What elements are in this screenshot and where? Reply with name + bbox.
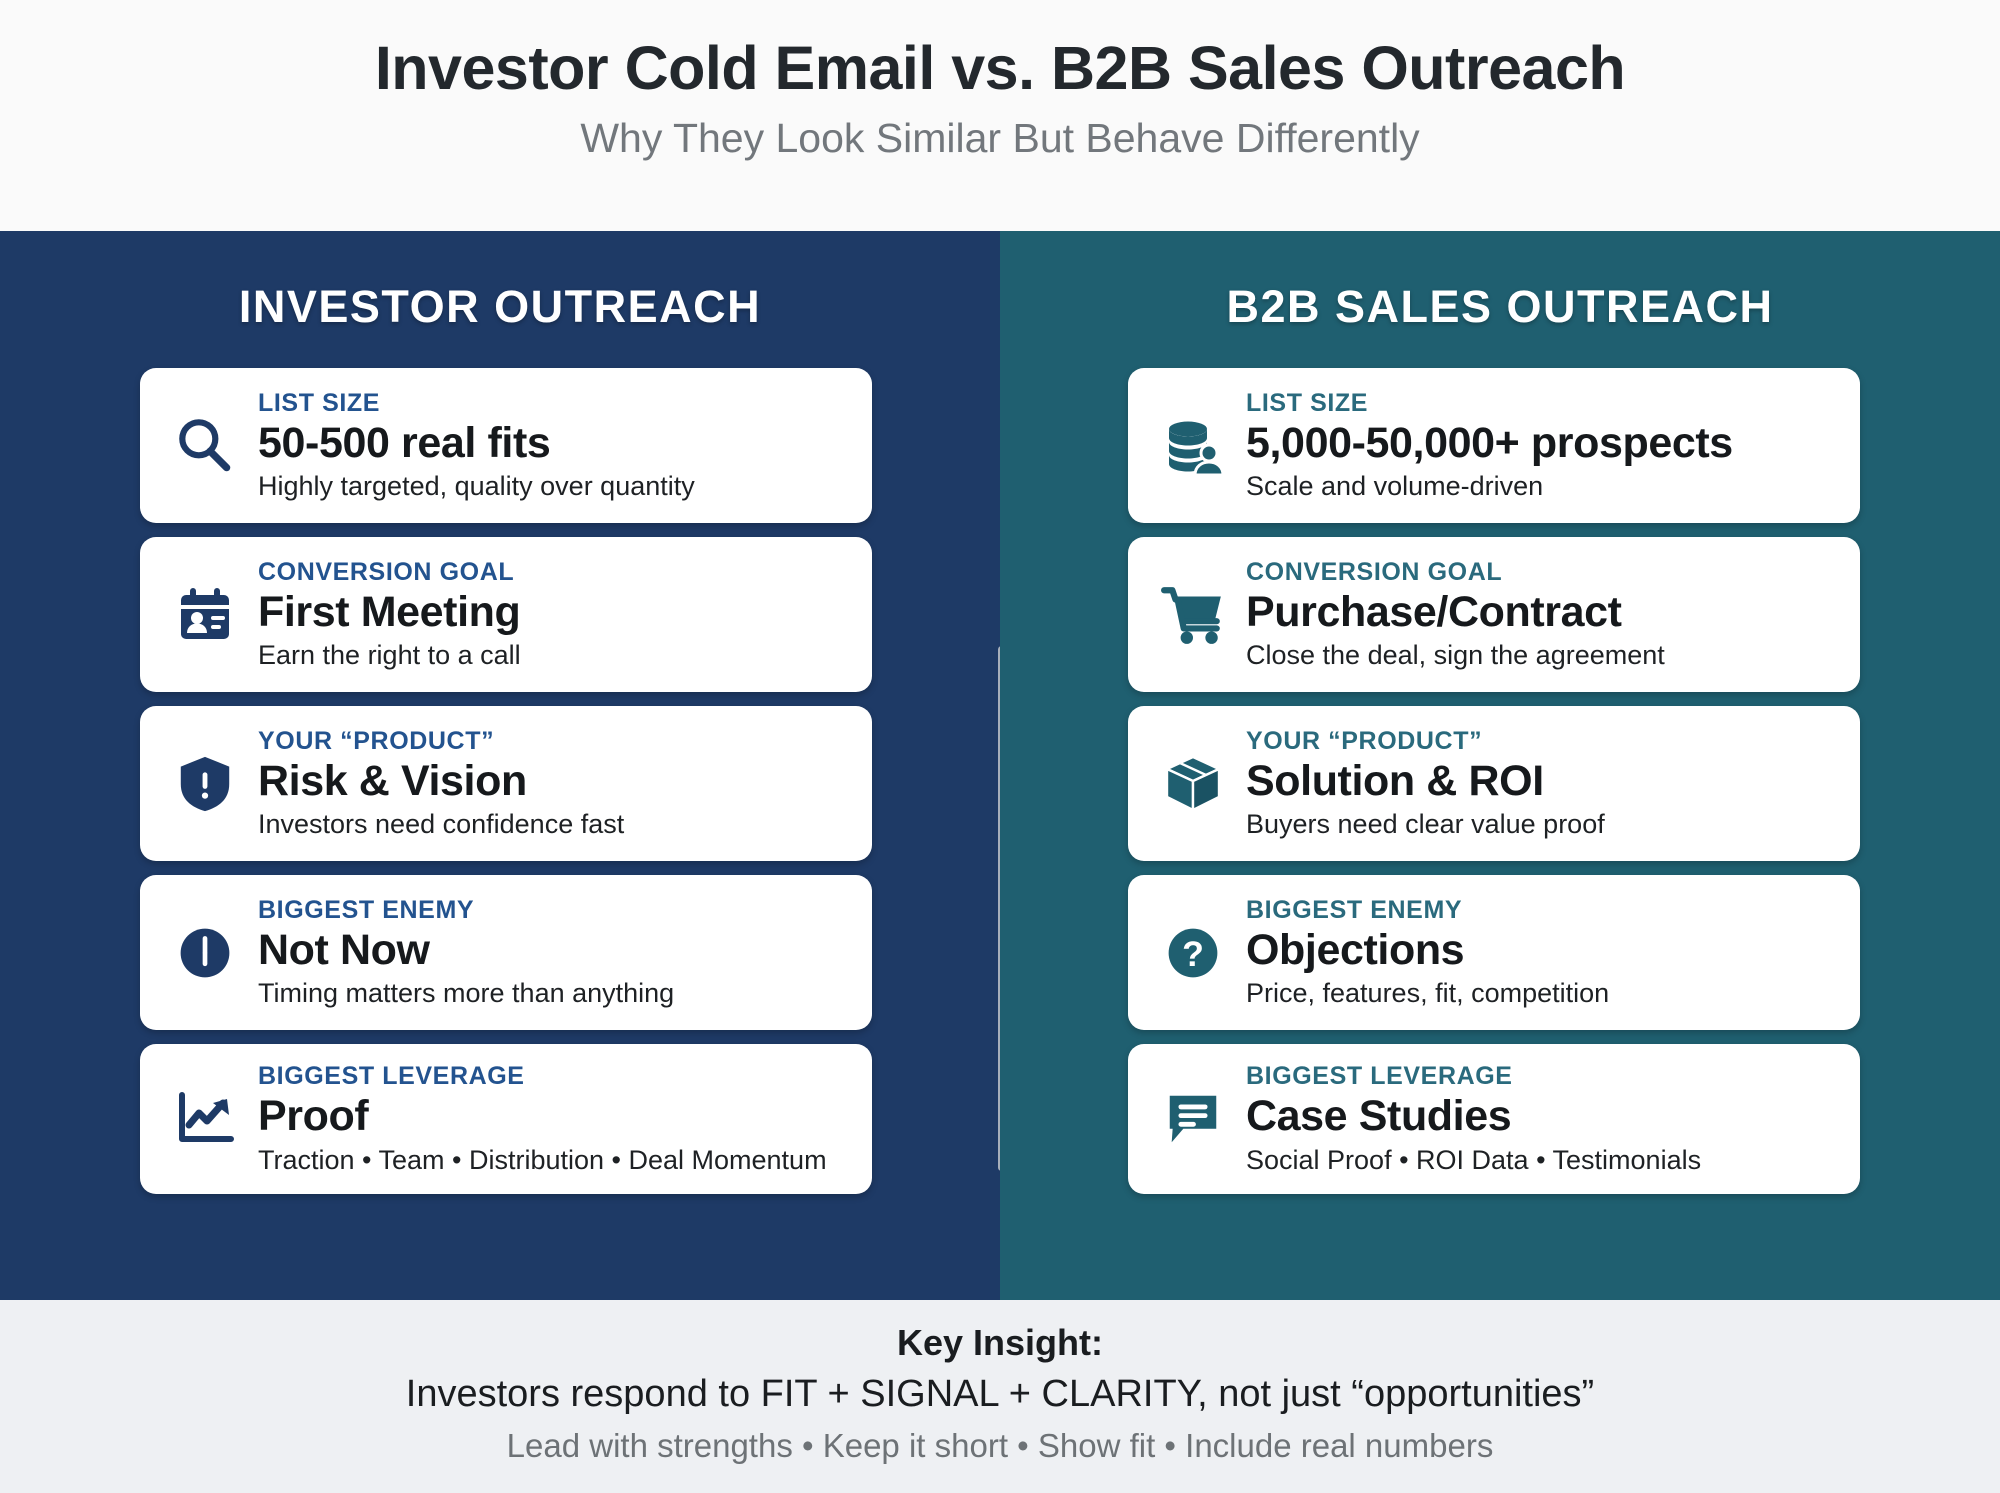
card-value: 50-500 real fits xyxy=(258,418,551,467)
card-value: Case Studies xyxy=(1246,1092,1512,1141)
card-label: LIST SIZE xyxy=(1246,388,1369,417)
page-subtitle: Why They Look Similar But Behave Differe… xyxy=(580,114,1420,161)
card-value: Objections xyxy=(1246,925,1465,974)
card-description: Investors need confidence fast xyxy=(258,809,625,840)
card-text: BIGGEST LEVERAGE Case Studies Social Pro… xyxy=(1246,1062,1701,1175)
card-text: CONVERSION GOAL Purchase/Contract Close … xyxy=(1246,558,1665,671)
card-your-product-investor[interactable]: YOUR “PRODUCT” Risk & Vision Investors n… xyxy=(140,706,872,861)
card-text: CONVERSION GOAL First Meeting Earn the r… xyxy=(258,558,521,671)
card-text: BIGGEST ENEMY Objections Price, features… xyxy=(1246,896,1609,1009)
card-description: Earn the right to a call xyxy=(258,640,521,671)
card-label: YOUR “PRODUCT” xyxy=(258,726,495,755)
card-value: First Meeting xyxy=(258,587,521,636)
b2b-card-list: LIST SIZE 5,000-50,000+ prospects Scale … xyxy=(1000,368,2000,1194)
header: Investor Cold Email vs. B2B Sales Outrea… xyxy=(0,0,2000,231)
panel-investor-outreach: INVESTOR OUTREACH LIST SIZE 50-500 real … xyxy=(0,231,1005,1300)
card-biggest-leverage-b2b[interactable]: BIGGEST LEVERAGE Case Studies Social Pro… xyxy=(1128,1044,1860,1194)
card-biggest-enemy-b2b[interactable]: ? BIGGEST ENEMY Objections Price, featur… xyxy=(1128,875,1860,1030)
card-description: Scale and volume-driven xyxy=(1246,471,1544,502)
panel-heading-b2b: B2B SALES OUTREACH xyxy=(1226,281,1774,332)
database-users-icon xyxy=(1154,407,1232,485)
card-list-size-b2b[interactable]: LIST SIZE 5,000-50,000+ prospects Scale … xyxy=(1128,368,1860,523)
shield-alert-icon xyxy=(166,745,244,823)
card-conversion-goal-b2b[interactable]: CONVERSION GOAL Purchase/Contract Close … xyxy=(1128,537,1860,692)
card-list-size-investor[interactable]: LIST SIZE 50-500 real fits Highly target… xyxy=(140,368,872,523)
card-label: BIGGEST ENEMY xyxy=(1246,895,1463,924)
card-biggest-enemy-investor[interactable]: BIGGEST ENEMY Not Now Timing matters mor… xyxy=(140,875,872,1030)
card-your-product-b2b[interactable]: YOUR “PRODUCT” Solution & ROI Buyers nee… xyxy=(1128,706,1860,861)
card-conversion-goal-investor[interactable]: CONVERSION GOAL First Meeting Earn the r… xyxy=(140,537,872,692)
card-value: 5,000-50,000+ prospects xyxy=(1246,418,1733,467)
card-label: CONVERSION GOAL xyxy=(258,557,515,586)
speech-bubble-lines-icon xyxy=(1154,1080,1232,1158)
card-label: CONVERSION GOAL xyxy=(1246,557,1503,586)
search-icon xyxy=(166,407,244,485)
key-insight-tips: Lead with strengths • Keep it short • Sh… xyxy=(506,1427,1494,1465)
card-value: Not Now xyxy=(258,925,430,974)
investor-card-list: LIST SIZE 50-500 real fits Highly target… xyxy=(0,368,1000,1194)
card-label: BIGGEST ENEMY xyxy=(258,895,475,924)
comparison-panels: INVESTOR OUTREACH LIST SIZE 50-500 real … xyxy=(0,231,2000,1300)
calendar-contact-icon xyxy=(166,576,244,654)
page-title: Investor Cold Email vs. B2B Sales Outrea… xyxy=(374,34,1626,102)
card-description: Traction • Team • Distribution • Deal Mo… xyxy=(258,1144,827,1175)
card-description: Highly targeted, quality over quantity xyxy=(258,471,695,502)
key-insight-statement: Investors respond to FIT + SIGNAL + CLAR… xyxy=(405,1373,1595,1416)
card-value: Proof xyxy=(258,1092,369,1141)
card-description: Close the deal, sign the agreement xyxy=(1246,640,1665,671)
card-biggest-leverage-investor[interactable]: BIGGEST LEVERAGE Proof Traction • Team •… xyxy=(140,1044,872,1194)
card-label: BIGGEST LEVERAGE xyxy=(1246,1062,1513,1091)
card-value: Purchase/Contract xyxy=(1246,587,1622,636)
card-description: Price, features, fit, competition xyxy=(1246,978,1610,1009)
key-insight-footer: Key Insight: Investors respond to FIT + … xyxy=(0,1300,2000,1493)
card-label: BIGGEST LEVERAGE xyxy=(258,1062,525,1091)
panel-heading-investor: INVESTOR OUTREACH xyxy=(238,281,762,332)
card-value: Risk & Vision xyxy=(258,756,527,805)
card-label: LIST SIZE xyxy=(258,388,381,417)
card-text: LIST SIZE 5,000-50,000+ prospects Scale … xyxy=(1246,389,1733,502)
card-label: YOUR “PRODUCT” xyxy=(1246,726,1483,755)
key-insight-title: Key Insight: xyxy=(896,1322,1103,1363)
chart-line-up-icon xyxy=(166,1080,244,1158)
card-text: YOUR “PRODUCT” Solution & ROI Buyers nee… xyxy=(1246,727,1605,840)
card-text: LIST SIZE 50-500 real fits Highly target… xyxy=(258,389,695,502)
card-description: Social Proof • ROI Data • Testimonials xyxy=(1246,1144,1702,1175)
question-circle-icon: ? xyxy=(1154,914,1232,992)
svg-text:?: ? xyxy=(1182,934,1204,974)
card-value: Solution & ROI xyxy=(1246,756,1544,805)
card-text: YOUR “PRODUCT” Risk & Vision Investors n… xyxy=(258,727,624,840)
card-description: Buyers need clear value proof xyxy=(1246,809,1605,840)
package-box-icon xyxy=(1154,745,1232,823)
card-description: Timing matters more than anything xyxy=(258,978,675,1009)
panel-b2b-sales-outreach: B2B SALES OUTREACH LIS xyxy=(1000,231,2000,1300)
card-text: BIGGEST ENEMY Not Now Timing matters mor… xyxy=(258,896,674,1009)
shopping-cart-icon xyxy=(1154,576,1232,654)
clock-icon xyxy=(166,914,244,992)
card-text: BIGGEST LEVERAGE Proof Traction • Team •… xyxy=(258,1062,827,1175)
